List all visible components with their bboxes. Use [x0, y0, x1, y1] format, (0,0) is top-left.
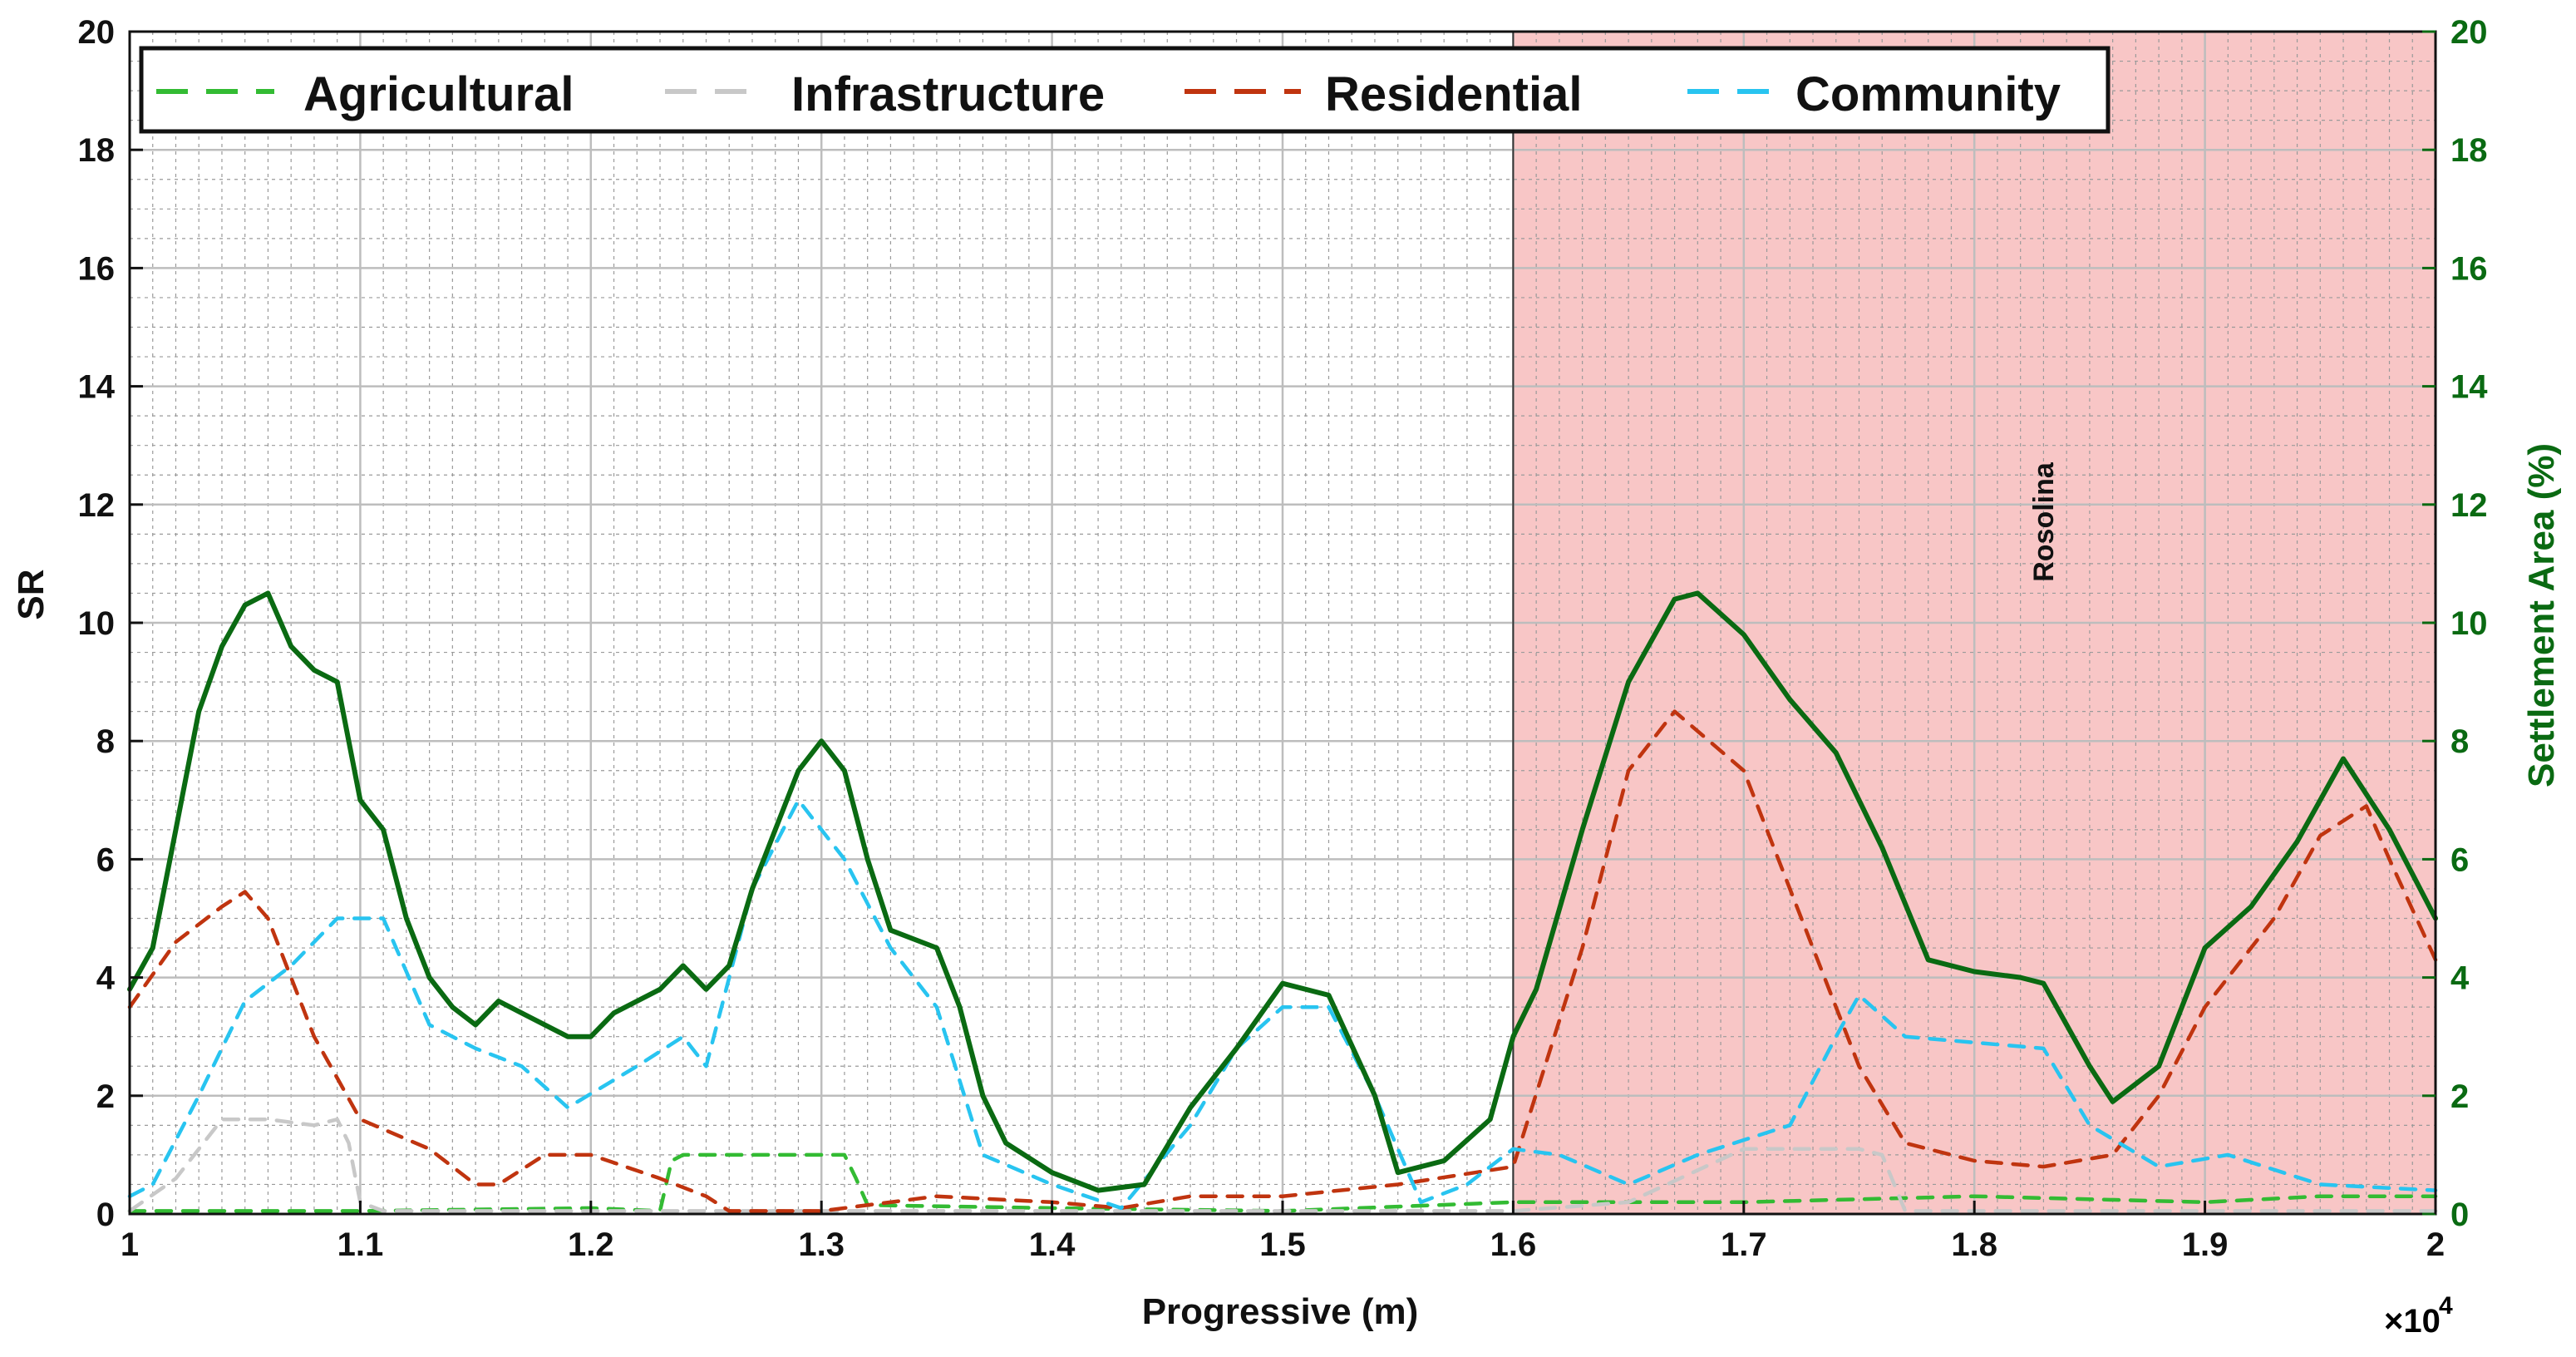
- x-tick-label: 1: [121, 1226, 139, 1263]
- legend-label-agricultural: Agricultural: [303, 67, 574, 121]
- left-tick-label: 0: [96, 1197, 115, 1233]
- x-tick-label: 2: [2426, 1226, 2445, 1263]
- left-tick-label: 6: [96, 841, 115, 878]
- x-tick-label: 1.6: [1490, 1226, 1537, 1263]
- right-tick-label: 10: [2450, 605, 2488, 642]
- right-tick-label: 18: [2450, 132, 2488, 169]
- right-axis-ticks: 0 2 4 6 8 10 12 14 16 18 20: [2422, 14, 2488, 1233]
- x-tick-label: 1.5: [1259, 1226, 1306, 1263]
- x-tick-label: 1.8: [1951, 1226, 1997, 1263]
- right-tick-label: 6: [2450, 841, 2469, 878]
- legend-item-agricultural: Agricultural: [156, 67, 574, 121]
- left-axis-ticks: 0 2 4 6 8 10 12 14 16 18 20: [78, 14, 143, 1233]
- y-axis-right-title: Settlement Area (%): [2521, 443, 2562, 787]
- right-tick-label: 14: [2450, 369, 2488, 406]
- legend-label-community: Community: [1795, 67, 2061, 121]
- left-tick-label: 18: [78, 132, 116, 169]
- legend-label-residential: Residential: [1325, 67, 1582, 121]
- x-tick-label: 1.2: [568, 1226, 614, 1263]
- right-tick-label: 16: [2450, 250, 2488, 287]
- x-axis-ticks: 1 1.1 1.2 1.3 1.4 1.5 1.6 1.7 1.8 1.9 2: [121, 1201, 2445, 1263]
- x-exponent: ×10 4: [2384, 1292, 2453, 1340]
- series-line-infrastructure: [127, 1117, 2438, 1213]
- right-tick-label: 4: [2450, 960, 2470, 997]
- x-tick-label: 1.7: [1721, 1226, 1767, 1263]
- legend-item-infrastructure: Infrastructure: [665, 67, 1105, 121]
- left-tick-label: 2: [96, 1078, 115, 1115]
- series-line-residential: [127, 709, 2438, 1213]
- series-layer: [127, 590, 2438, 1213]
- legend-label-infrastructure: Infrastructure: [791, 67, 1105, 121]
- left-tick-label: 16: [78, 250, 116, 287]
- left-tick-label: 8: [96, 723, 115, 760]
- y-axis-left-title: SR: [11, 569, 52, 619]
- annotation-rosolina: Rosolina: [2028, 461, 2060, 582]
- right-tick-label: 0: [2450, 1197, 2469, 1233]
- legend: Agricultural Infrastructure Residential …: [139, 46, 2111, 134]
- left-tick-label: 14: [78, 369, 116, 406]
- right-tick-label: 20: [2450, 14, 2488, 51]
- legend-item-community: Community: [1687, 67, 2061, 121]
- left-tick-label: 10: [78, 605, 116, 642]
- x-tick-label: 1.3: [798, 1226, 845, 1263]
- x-exponent-base: ×10: [2384, 1303, 2441, 1340]
- x-tick-label: 1.4: [1029, 1226, 1076, 1263]
- right-tick-label: 2: [2450, 1078, 2469, 1115]
- left-tick-label: 4: [96, 960, 116, 997]
- x-tick-label: 1.9: [2182, 1226, 2229, 1263]
- x-exponent-power: 4: [2439, 1292, 2453, 1320]
- legend-box: [139, 46, 2111, 134]
- x-axis-title: Progressive (m): [1142, 1291, 1419, 1332]
- left-tick-label: 12: [78, 487, 116, 524]
- right-tick-label: 8: [2450, 723, 2469, 760]
- legend-item-residential: Residential: [1185, 67, 1582, 121]
- x-tick-label: 1.1: [337, 1226, 384, 1263]
- right-tick-label: 12: [2450, 487, 2488, 524]
- left-tick-label: 20: [78, 14, 116, 51]
- series-line-settlement: [127, 590, 2438, 1193]
